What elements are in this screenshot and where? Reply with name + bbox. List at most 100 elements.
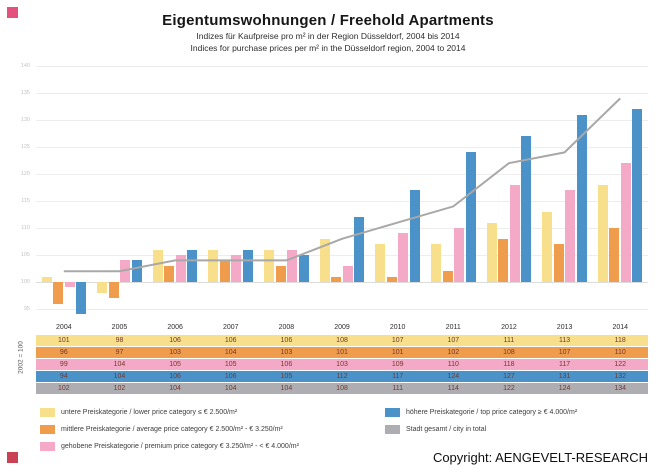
table-value-cell: 107 bbox=[391, 337, 404, 344]
bar-premium-2012 bbox=[509, 184, 520, 282]
table-row-top: 94 104 106 106 105 112 117 124 127 131 132 bbox=[36, 371, 648, 382]
legend-label: untere Preiskategorie / lower price cate… bbox=[61, 409, 238, 416]
table-row-city: 102 102 104 104 104 108 111 114 122 124 134 bbox=[36, 383, 648, 394]
bar-top-2004 bbox=[76, 282, 87, 315]
table-value-cell: 106 bbox=[280, 337, 293, 344]
gridline-y-130 bbox=[36, 120, 648, 121]
bar-premium-2010 bbox=[398, 233, 409, 282]
brand-mark-bottom-icon bbox=[7, 452, 18, 463]
table-value-cell: 94 bbox=[59, 373, 68, 380]
y-axis-tick-label: 100 bbox=[20, 279, 30, 285]
table-value-cell: 107 bbox=[558, 349, 571, 356]
table-year-header: 2014 bbox=[612, 324, 629, 331]
subtitle-german: Indizes für Kaufpreise pro m² in der Reg… bbox=[196, 31, 460, 41]
table-value-cell: 112 bbox=[336, 373, 348, 380]
y-axis-tick-label: 135 bbox=[20, 90, 30, 96]
table-value-cell: 104 bbox=[113, 373, 126, 380]
chart-header: Eigentumswohnungen / Freehold Apartments… bbox=[0, 12, 656, 53]
y-axis-tick-label: 140 bbox=[20, 63, 30, 69]
bar-lower-2011 bbox=[431, 244, 442, 282]
table-value-cell: 117 bbox=[392, 373, 404, 380]
y-axis-tick-label: 125 bbox=[20, 144, 30, 150]
table-year-header: 2004 bbox=[56, 324, 72, 331]
table-value-cell: 127 bbox=[503, 373, 515, 380]
gridline-y-100 bbox=[36, 282, 648, 283]
bar-top-2014 bbox=[632, 109, 643, 282]
subtitle-english: Indices for purchase prices per m² in th… bbox=[190, 43, 466, 53]
table-value-cell: 106 bbox=[224, 337, 237, 344]
table-row-premium: 99 104 105 105 106 103 109 110 118 117 122 bbox=[36, 359, 648, 370]
table-row-lower: 101 98 106 106 106 108 107 107 111 113 118 bbox=[36, 335, 648, 346]
legend-swatch-top-icon bbox=[385, 408, 400, 417]
bar-average-2007 bbox=[219, 260, 230, 282]
bar-premium-2011 bbox=[454, 228, 465, 282]
table-value-cell: 106 bbox=[169, 373, 181, 380]
copyright-text: Copyright: AENGEVELT-RESEARCH bbox=[432, 450, 648, 465]
table-value-cell: 124 bbox=[558, 385, 571, 392]
table-value-cell: 106 bbox=[280, 361, 293, 368]
table-value-cell: 110 bbox=[614, 349, 626, 356]
table-year-header: 2011 bbox=[445, 324, 461, 331]
legend-label: Stadt gesamt / city in total bbox=[406, 426, 487, 433]
bar-top-2010 bbox=[409, 190, 420, 282]
legend-label: gehobene Preiskategorie / premium price … bbox=[61, 443, 299, 450]
bar-average-2011 bbox=[442, 271, 453, 282]
bar-lower-2007 bbox=[208, 249, 219, 282]
table-header-row: 2004 2005 2006 2007 2008 2009 2010 2011 2012 2013… bbox=[36, 322, 648, 334]
bar-lower-2010 bbox=[375, 244, 386, 282]
table-value-cell: 107 bbox=[447, 337, 460, 344]
y-axis-tick-label: 105 bbox=[20, 252, 30, 258]
bar-top-2005 bbox=[131, 260, 142, 282]
table-year-header: 2009 bbox=[334, 324, 350, 331]
table-value-cell: 111 bbox=[392, 385, 403, 392]
table-year-header: 2013 bbox=[556, 324, 573, 331]
table-value-cell: 108 bbox=[336, 385, 348, 392]
bar-average-2008 bbox=[275, 265, 286, 282]
table-value-cell: 111 bbox=[503, 337, 515, 344]
bar-premium-2009 bbox=[342, 265, 353, 282]
table-value-cell: 101 bbox=[391, 349, 404, 356]
table-value-cell: 102 bbox=[447, 349, 460, 356]
table-value-cell: 131 bbox=[558, 373, 571, 380]
table-value-cell: 105 bbox=[224, 361, 237, 368]
table-year-header: 2010 bbox=[389, 324, 406, 331]
bar-top-2011 bbox=[465, 152, 476, 282]
bar-premium-2004 bbox=[64, 282, 75, 288]
bar-lower-2005 bbox=[97, 282, 108, 293]
bar-top-2012 bbox=[521, 136, 532, 282]
table-value-cell: 108 bbox=[503, 349, 515, 356]
table-value-cell: 132 bbox=[614, 373, 627, 380]
bar-average-2004 bbox=[53, 282, 64, 304]
table-value-cell: 122 bbox=[503, 385, 515, 392]
legend-swatch-premium-icon bbox=[40, 442, 55, 451]
index-base-label: 2002 = 100 bbox=[17, 341, 25, 374]
table-value-cell: 102 bbox=[57, 385, 70, 392]
table-value-cell: 103 bbox=[280, 349, 293, 356]
table-value-cell: 96 bbox=[59, 349, 68, 356]
gridline-y-120 bbox=[36, 174, 648, 175]
bar-premium-2005 bbox=[120, 260, 131, 282]
table-value-cell: 104 bbox=[169, 385, 181, 392]
bar-top-2013 bbox=[576, 114, 587, 282]
bar-lower-2004 bbox=[41, 276, 52, 282]
table-value-cell: 113 bbox=[559, 337, 571, 344]
table-value-cell: 103 bbox=[169, 349, 181, 356]
table-value-cell: 99 bbox=[59, 361, 68, 368]
table-year-header: 2012 bbox=[501, 324, 517, 331]
bar-lower-2009 bbox=[319, 238, 330, 282]
table-value-cell: 104 bbox=[224, 349, 237, 356]
bar-average-2012 bbox=[498, 238, 509, 282]
gridline-y-125 bbox=[36, 147, 648, 148]
table-value-cell: 105 bbox=[280, 373, 293, 380]
page-title: Eigentumswohnungen / Freehold Apartments bbox=[162, 12, 494, 29]
table-value-cell: 97 bbox=[115, 349, 124, 356]
table-row-average: 96 97 103 104 103 101 101 102 108 107 110 bbox=[36, 347, 648, 358]
bar-average-2010 bbox=[386, 276, 397, 282]
bar-average-2005 bbox=[108, 282, 119, 299]
bar-average-2013 bbox=[553, 244, 564, 282]
legend-swatch-average-icon bbox=[40, 425, 55, 434]
table-year-header: 2007 bbox=[222, 324, 239, 331]
bar-premium-2013 bbox=[565, 190, 576, 282]
table-year-header: 2005 bbox=[111, 324, 128, 331]
table-value-cell: 110 bbox=[447, 361, 459, 368]
